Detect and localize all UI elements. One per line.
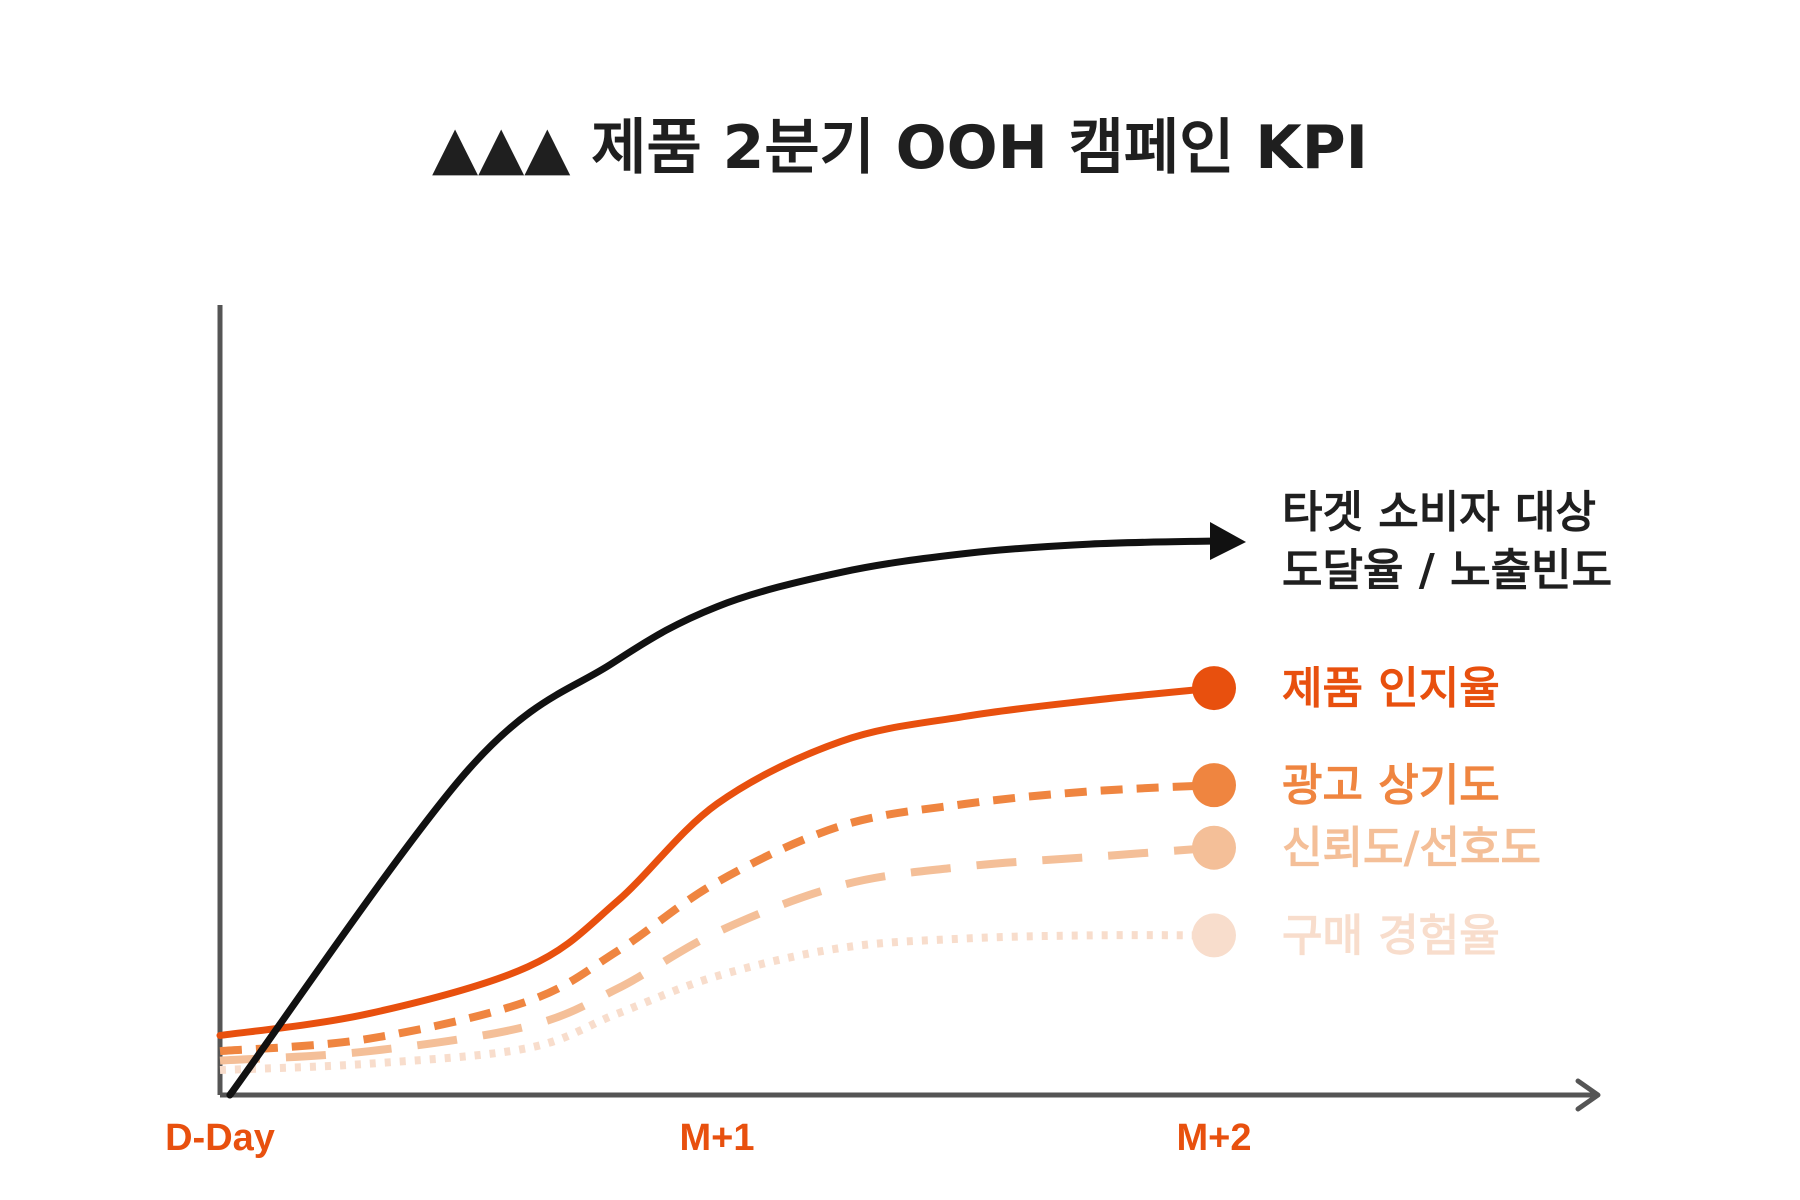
series-line-3 xyxy=(219,843,1215,1065)
series-end-dot-3 xyxy=(1192,825,1236,870)
x-tick-label-0: D-Day xyxy=(165,1117,275,1159)
axes xyxy=(217,305,1601,1112)
series-label-0-line-1: 도달율 / 노출빈도 xyxy=(1282,545,1612,596)
series-label-2-line-0: 광고 상기도 xyxy=(1282,760,1500,811)
series-line-0 xyxy=(226,537,1218,1099)
x-tick-label-2: M+2 xyxy=(1177,1117,1252,1159)
x-tick-label-1: M+1 xyxy=(680,1117,755,1159)
chart-title: ▲▲▲ 제품 2분기 OOH 캠페인 KPI xyxy=(432,113,1368,183)
series-line-2 xyxy=(219,781,1215,1056)
series-line-4 xyxy=(219,931,1215,1074)
series-layer xyxy=(216,521,1246,1099)
series-line-1 xyxy=(216,684,1218,1039)
series-label-1-line-0: 제품 인지율 xyxy=(1282,663,1500,714)
series-label-4-line-0: 구매 경험율 xyxy=(1282,910,1500,961)
series-end-dot-4 xyxy=(1192,913,1236,958)
series-label-3-line-0: 신뢰도/선호도 xyxy=(1282,823,1541,874)
x-tick-labels: D-Day M+1 M+2 xyxy=(165,1117,1251,1159)
series-end-dot-1 xyxy=(1192,666,1236,711)
x-axis-arrow xyxy=(1575,1078,1601,1112)
series-end-dot-2 xyxy=(1192,763,1236,808)
series-label-0-line-0: 타겟 소비자 대상 xyxy=(1282,487,1596,538)
series-arrowhead-0 xyxy=(1210,521,1246,560)
